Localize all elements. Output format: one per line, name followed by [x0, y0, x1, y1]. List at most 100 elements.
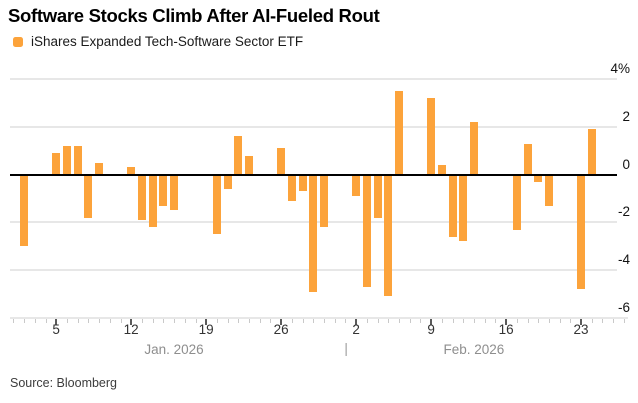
axis-tick-minor	[66, 319, 68, 323]
axis-tick-minor	[548, 319, 550, 323]
axis-tick-minor	[516, 319, 518, 323]
axis-tick-minor	[463, 319, 465, 323]
bar	[427, 98, 436, 175]
bar	[52, 153, 61, 175]
x-axis-label: 12	[123, 322, 139, 337]
axis-tick-minor	[538, 319, 540, 323]
bar	[523, 143, 532, 175]
axis-tick-minor	[34, 319, 36, 323]
axis-tick-minor	[452, 319, 454, 323]
axis-tick-minor	[570, 319, 572, 323]
axis-tick-minor	[45, 319, 47, 323]
bar	[512, 174, 521, 230]
bar	[395, 91, 403, 175]
bar	[277, 148, 286, 175]
axis-tick-minor	[238, 319, 240, 323]
axis-tick-minor	[163, 319, 165, 323]
x-axis-label: 2	[352, 322, 360, 337]
axis-tick-minor	[302, 319, 304, 323]
bar	[137, 174, 146, 220]
bar	[352, 174, 361, 197]
axis-tick-minor	[77, 319, 79, 323]
bar	[437, 165, 446, 175]
bar	[84, 174, 93, 218]
axis-tick-minor	[270, 319, 272, 323]
y-axis-label: -2	[617, 204, 630, 220]
bar	[320, 174, 328, 228]
y-axis-label: 2	[622, 108, 630, 124]
x-axis-label: 16	[498, 322, 514, 337]
axis-tick-minor	[313, 319, 315, 323]
bar	[544, 174, 553, 206]
axis-tick-minor	[527, 319, 529, 323]
x-axis-label: 26	[273, 322, 289, 337]
chart-title: Software Stocks Climb After AI-Fueled Ro…	[8, 5, 380, 26]
bar	[159, 174, 168, 206]
legend: iShares Expanded Tech-Software Sector ET…	[13, 34, 303, 49]
axis-tick-major	[580, 319, 582, 325]
axis-tick-minor	[613, 319, 615, 323]
axis-tick-minor	[99, 319, 101, 323]
axis-tick-major	[355, 319, 358, 325]
axis-tick-major	[205, 319, 208, 325]
axis-tick-minor	[291, 319, 293, 323]
axis-tick-minor	[249, 319, 250, 323]
bar	[223, 174, 232, 189]
axis-tick-minor	[141, 319, 143, 323]
source-label: Source: Bloomberg	[10, 376, 118, 390]
axis-tick-major	[55, 319, 58, 325]
bar	[62, 145, 71, 175]
bar	[170, 174, 178, 211]
legend-swatch-icon	[13, 36, 23, 47]
axis-tick-minor	[602, 319, 604, 323]
bar	[309, 174, 318, 292]
axis-tick-minor	[195, 319, 197, 323]
axis-tick-minor	[216, 319, 218, 323]
axis-tick-minor	[334, 319, 336, 323]
y-axis-label: 0	[622, 156, 630, 172]
axis-tick-minor	[174, 319, 175, 323]
axis-tick-minor	[120, 319, 122, 323]
y-axis-label: 4%	[610, 61, 630, 76]
month-separator: |	[344, 341, 348, 356]
axis-tick-minor	[495, 319, 497, 323]
bar	[212, 174, 221, 235]
month-label: Feb. 2026	[443, 342, 505, 357]
axis-tick-minor	[24, 319, 26, 323]
axis-tick-minor	[420, 319, 422, 323]
bar	[448, 174, 457, 237]
x-axis-label: 23	[573, 322, 589, 337]
axis-tick-minor	[623, 319, 625, 323]
axis-tick-minor	[399, 319, 400, 323]
axis-tick-minor	[227, 319, 229, 323]
y-axis-label: -4	[617, 252, 630, 268]
axis-tick-minor	[409, 319, 411, 323]
axis-tick-minor	[109, 319, 111, 323]
axis-tick-major	[430, 319, 433, 325]
bar	[73, 145, 82, 175]
y-axis-label: -6	[617, 300, 630, 315]
x-axis-label: 19	[198, 322, 214, 337]
axis-tick-minor	[388, 319, 390, 323]
axis-tick-major	[280, 319, 283, 325]
month-label: Jan. 2026	[144, 342, 204, 357]
axis-tick-major	[505, 319, 508, 325]
zero-line	[10, 173, 617, 176]
gridline	[10, 125, 617, 128]
axis-tick-minor	[484, 319, 486, 323]
gridline	[10, 78, 617, 80]
bar	[373, 174, 382, 218]
bar	[469, 122, 478, 175]
bar	[95, 162, 104, 175]
gridline	[10, 317, 628, 319]
axis-tick-minor	[591, 319, 593, 323]
bar	[234, 136, 243, 175]
bar	[534, 174, 543, 182]
axis-tick-minor	[13, 319, 15, 323]
axis-tick-minor	[184, 319, 186, 323]
axis-tick-minor	[152, 319, 154, 323]
axis-tick-minor	[473, 319, 475, 323]
bar	[577, 174, 585, 290]
bar	[298, 174, 307, 192]
